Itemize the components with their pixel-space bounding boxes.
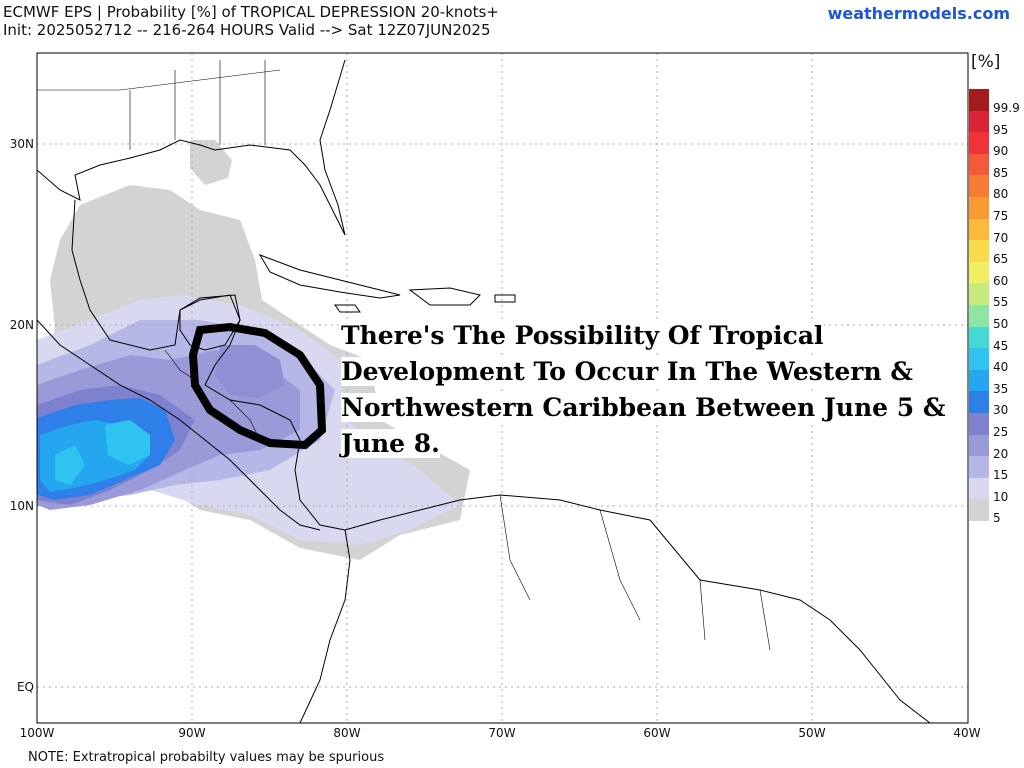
legend-swatch [969, 240, 989, 262]
legend-swatch [969, 304, 989, 327]
legend-swatch [969, 175, 989, 197]
legend-label: 99.9 [993, 101, 1020, 115]
legend-swatch [969, 499, 989, 521]
legend-swatch [969, 348, 989, 370]
hispaniola [408, 287, 481, 306]
legend-label: 60 [993, 273, 1009, 288]
borders [37, 60, 771, 651]
legend-label: 55 [993, 295, 1009, 310]
prob-40-b [55, 445, 85, 485]
mexico-pacific [37, 319, 151, 401]
legend-label: 45 [993, 338, 1009, 353]
central-america [204, 384, 346, 531]
lon-label-70w: 70W [488, 726, 516, 740]
south-america-west [299, 529, 351, 723]
legend-label: 90 [993, 144, 1009, 159]
prob-40 [105, 420, 150, 465]
legend-swatch [969, 391, 989, 413]
legend-label: 35 [993, 381, 1009, 396]
central-america-pacific [149, 399, 321, 531]
legend-label: 15 [993, 468, 1009, 483]
legend-swatch [969, 196, 989, 219]
lat-label-30n: 30N [9, 137, 34, 151]
chart-title: ECMWF EPS | Probability [%] of TROPICAL … [3, 3, 499, 21]
lat-label-10n: 10N [9, 499, 34, 513]
legend-label: 40 [993, 360, 1009, 375]
prob-5-gulf-north [190, 140, 232, 185]
legend-swatch [969, 326, 989, 349]
prob-25-caribbean [215, 345, 285, 398]
lat-label-20n: 20N [9, 318, 34, 332]
lon-label-60w: 60W [643, 726, 671, 740]
map-frame [36, 52, 969, 724]
lon-label-50w: 50W [798, 726, 826, 740]
lat-label-eq: EQ [16, 680, 34, 694]
highlight-circle [188, 322, 327, 450]
lon-label-80w: 80W [333, 726, 361, 740]
legend-swatch [969, 434, 989, 457]
legend-label: 80 [993, 187, 1009, 202]
yucatan [179, 294, 241, 351]
legend-swatch [969, 89, 989, 111]
legend-label: 95 [993, 122, 1009, 137]
legend-label: 70 [993, 230, 1009, 245]
legend-swatch [969, 218, 989, 241]
legend-label: 30 [993, 403, 1009, 418]
legend-swatch [969, 153, 989, 176]
south-america [344, 494, 931, 723]
brand-link[interactable]: weathermodels.com [827, 4, 1010, 23]
chart-subtitle: Init: 2025052712 -- 216-264 HOURS Valid … [3, 21, 491, 39]
legend-swatch [969, 110, 989, 133]
legend-swatch [969, 412, 989, 435]
probability-shading [37, 140, 470, 560]
cuba [258, 254, 401, 299]
legend-swatch [969, 477, 989, 500]
lon-label-40w: 40W [953, 726, 981, 740]
legend-unit: [%] [971, 52, 1001, 72]
legend-swatch [969, 261, 989, 284]
footer-note: NOTE: Extratropical probabilty values ma… [28, 750, 385, 765]
coastlines [37, 59, 931, 723]
legend-label: 50 [993, 317, 1009, 331]
legend-label: 75 [993, 209, 1009, 223]
lon-label-100w: 100W [19, 726, 55, 740]
legend-label: 85 [993, 165, 1009, 180]
annotation-text: There's The Possibility Of Tropical Deve… [341, 321, 946, 458]
legend-swatch [969, 369, 989, 392]
legend-swatch [969, 283, 989, 305]
legend-swatch [969, 456, 989, 478]
legend-colorbar [969, 89, 989, 521]
jamaica [334, 304, 361, 313]
puerto-rico [494, 294, 516, 303]
legend-swatch [969, 132, 989, 154]
us-gulf-coast [37, 59, 346, 236]
legend-label: 20 [993, 446, 1009, 461]
mexico-coast [71, 199, 241, 386]
legend-label: 65 [993, 252, 1009, 267]
legend-label: 25 [993, 425, 1009, 439]
legend-label: 10 [993, 489, 1009, 504]
legend-label: 5 [993, 511, 1001, 526]
lon-label-90w: 90W [178, 726, 206, 740]
